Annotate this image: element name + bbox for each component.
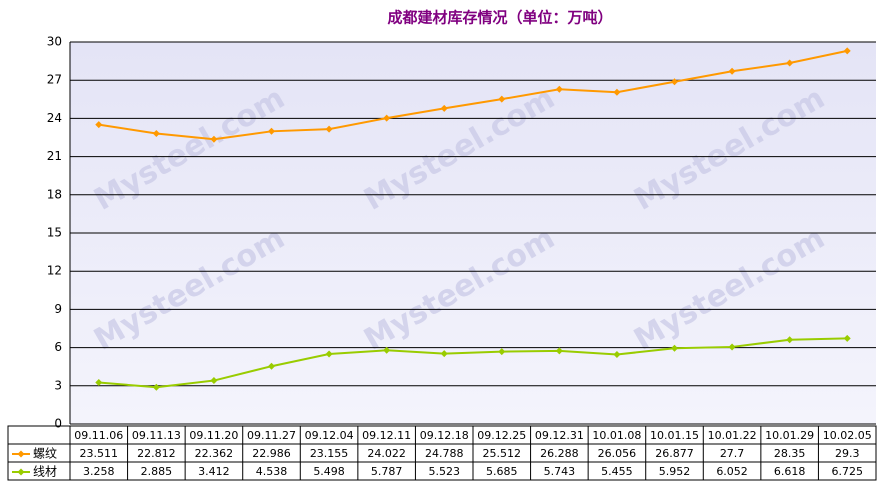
x-tick-label: 09.11.27 (247, 429, 296, 442)
legend-label: 线材 (33, 465, 57, 479)
table-value: 6.725 (831, 465, 863, 478)
y-tick-label: 27 (47, 73, 62, 87)
point (268, 127, 275, 135)
table-value: 6.618 (774, 465, 806, 478)
point (555, 85, 563, 93)
x-tick-label: 10.01.08 (592, 429, 641, 442)
table-value: 29.3 (835, 447, 860, 460)
x-tick-label: 10.02.05 (823, 429, 872, 442)
x-tick-label: 09.12.18 (420, 429, 469, 442)
table-value: 28.35 (774, 447, 806, 460)
table-value: 5.523 (428, 465, 460, 478)
y-tick-label: 15 (47, 226, 62, 240)
table-value: 22.812 (137, 447, 176, 460)
grid: 0 3 6 9 12 15 18 21 24 27 30 (47, 35, 876, 431)
table-value: 3.412 (198, 465, 230, 478)
x-tick-label: 10.01.22 (708, 429, 757, 442)
table-value: 24.788 (425, 447, 464, 460)
table-value: 27.7 (720, 447, 745, 460)
legend-label: 螺纹 (33, 447, 57, 461)
point (555, 347, 563, 355)
table-value: 23.511 (80, 447, 119, 460)
y-tick-label: 24 (47, 111, 62, 125)
series-line (98, 337, 848, 389)
point (613, 351, 621, 359)
point (95, 121, 103, 129)
point (383, 346, 391, 354)
point (325, 125, 333, 133)
point (498, 95, 506, 103)
y-tick-label: 18 (47, 187, 62, 201)
x-tick-label: 09.12.04 (305, 429, 354, 442)
table-value: 25.512 (483, 447, 522, 460)
table-value: 4.538 (256, 465, 288, 478)
point (383, 114, 391, 122)
y-tick-label: 6 (54, 340, 62, 354)
point (210, 135, 218, 143)
x-tick-label: 10.01.15 (650, 429, 699, 442)
point (671, 344, 678, 352)
point (95, 379, 103, 387)
table-value: 5.952 (659, 465, 691, 478)
table-value: 5.685 (486, 465, 518, 478)
y-tick-label: 0 (54, 417, 62, 431)
point (268, 362, 275, 370)
y-tick-label: 30 (47, 35, 62, 49)
x-tick-label: 10.01.29 (765, 429, 814, 442)
data-table: 09.11.06 09.11.13 09.11.20 09.11.27 09.12.04… (7, 425, 877, 481)
table-value: 5.498 (313, 465, 345, 478)
legend-marker (17, 468, 25, 476)
chart-title: 成都建材库存情况（单位：万吨） (387, 9, 612, 27)
y-tick-label: 21 (47, 149, 62, 163)
point (498, 348, 506, 356)
table-value: 26.877 (655, 447, 694, 460)
point (152, 383, 160, 391)
point (728, 67, 736, 75)
table-value: 22.362 (195, 447, 234, 460)
table-value: 3.258 (83, 465, 115, 478)
table-value: 2.885 (141, 465, 173, 478)
table-value: 5.743 (544, 465, 576, 478)
point (613, 88, 621, 96)
point (728, 343, 736, 351)
point (440, 104, 448, 112)
x-tick-label: 09.11.06 (74, 429, 123, 442)
x-tick-label: 09.12.11 (362, 429, 411, 442)
x-tick-label: 09.11.13 (132, 429, 181, 442)
point (325, 350, 333, 358)
series-line (98, 49, 848, 141)
table-value: 24.022 (367, 447, 406, 460)
series-lines (95, 47, 851, 391)
x-tick-label: 09.12.25 (477, 429, 526, 442)
point (440, 350, 448, 358)
point (786, 336, 794, 344)
y-tick-label: 9 (54, 302, 62, 316)
y-tick-label: 3 (54, 378, 62, 392)
table-value: 5.787 (371, 465, 403, 478)
table-value: 22.986 (252, 447, 291, 460)
table-value: 5.455 (601, 465, 633, 478)
table-value: 6.052 (716, 465, 748, 478)
table-value: 26.056 (598, 447, 637, 460)
table-value: 23.155 (310, 447, 349, 460)
point (671, 78, 678, 86)
table-value: 26.288 (540, 447, 579, 460)
legend-marker (17, 450, 25, 458)
x-tick-label: 09.12.31 (535, 429, 584, 442)
point (843, 47, 851, 55)
point (843, 334, 851, 342)
point (152, 130, 160, 138)
y-tick-label: 12 (47, 264, 62, 278)
point (210, 377, 218, 385)
x-tick-label: 09.11.20 (189, 429, 238, 442)
point (786, 59, 794, 67)
